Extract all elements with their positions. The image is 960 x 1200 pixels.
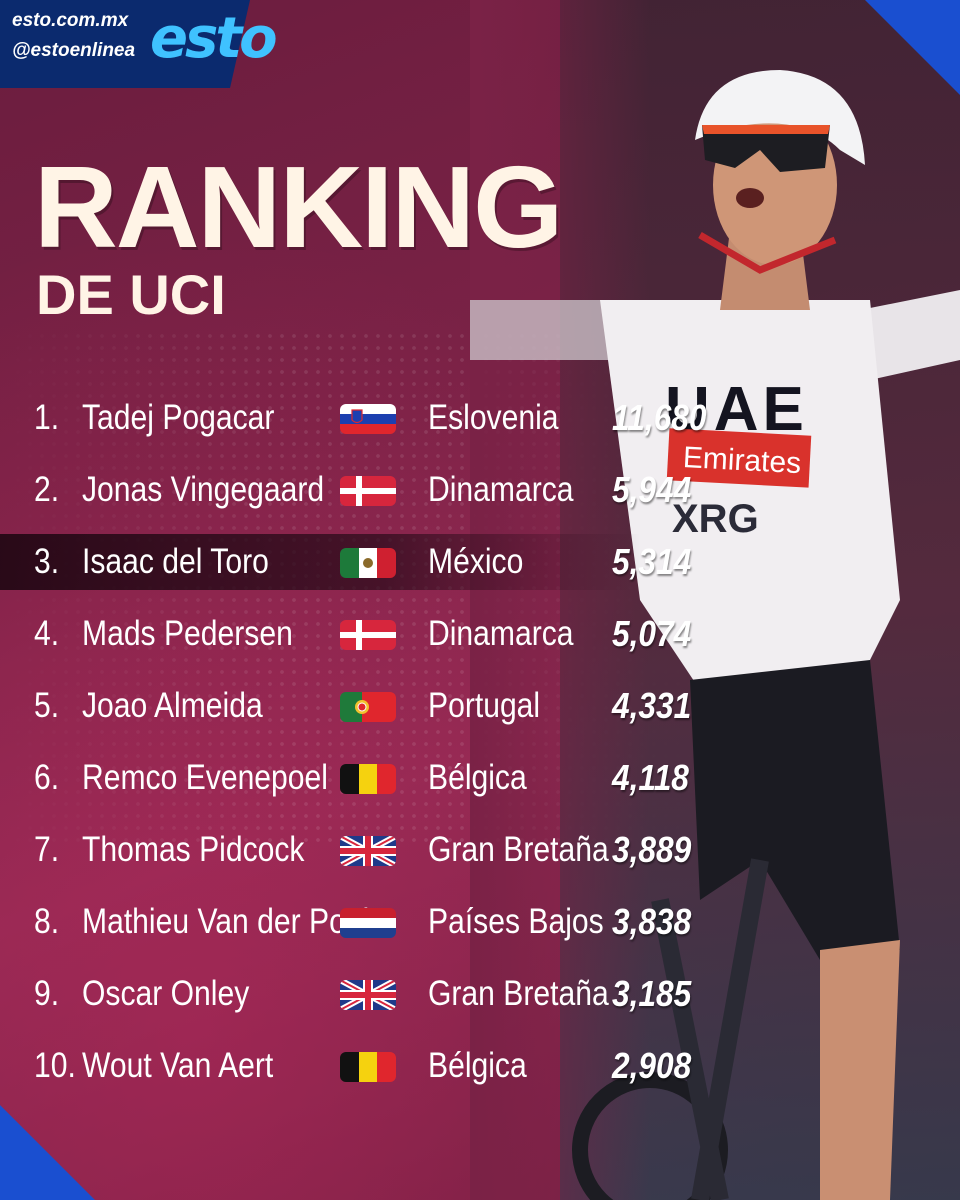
ranking-row: 8. Mathieu Van der Poel Países Bajos 3,8… <box>0 886 960 958</box>
rider-points: 3,838 <box>612 901 692 942</box>
rider-points: 11,680 <box>612 397 707 438</box>
uk-flag-icon <box>340 836 396 866</box>
mexico-flag-icon <box>340 548 396 578</box>
portugal-flag-icon <box>340 692 396 722</box>
slovenia-flag-icon <box>340 404 396 434</box>
rider-points: 3,185 <box>612 973 692 1014</box>
rider-name: Thomas Pidcock <box>82 830 305 869</box>
rider-country: México <box>428 542 524 581</box>
brand-handle[interactable]: @estoenlinea <box>12 40 136 61</box>
denmark-flag-icon <box>340 476 396 506</box>
jersey-sub-text: XRG <box>672 497 759 541</box>
ranking-row: 9. Oscar Onley Gran Bretaña 3,185 <box>0 958 960 1030</box>
rider-country: Portugal <box>428 686 541 725</box>
rider-name: Joao Almeida <box>82 686 263 725</box>
ranking-row: 4. Mads Pedersen Dinamarca 5,074 <box>0 598 960 670</box>
page-title: RANKING <box>34 142 563 272</box>
rider-name: Tadej Pogacar <box>82 398 275 437</box>
netherlands-flag-icon <box>340 908 396 938</box>
rider-points: 5,944 <box>612 469 692 510</box>
rider-name: Isaac del Toro <box>82 542 269 581</box>
rider-name: Mathieu Van der Poel <box>82 902 370 941</box>
ranking-row-highlighted: 3. Isaac del Toro México 5,314 <box>0 526 960 598</box>
brand-url[interactable]: esto.com.mx <box>12 10 129 31</box>
page-subtitle: DE UCI <box>36 263 226 326</box>
jersey-sponsor-text: Emirates <box>682 441 802 480</box>
rank-number: 9. <box>34 974 60 1013</box>
rider-points: 5,314 <box>612 541 692 582</box>
rank-number: 1. <box>34 398 60 437</box>
corner-accent-bottom <box>0 1105 95 1200</box>
rank-number: 7. <box>34 830 60 869</box>
rider-name: Oscar Onley <box>82 974 250 1013</box>
rider-name: Remco Evenepoel <box>82 758 328 797</box>
rider-country: Gran Bretaña <box>428 974 609 1013</box>
rank-number: 5. <box>34 686 60 725</box>
ranking-row: 5. Joao Almeida Portugal 4,331 <box>0 670 960 742</box>
rider-country: Países Bajos <box>428 902 604 941</box>
rank-number: 2. <box>34 470 60 509</box>
rider-country: Dinamarca <box>428 470 574 509</box>
rider-country: Eslovenia <box>428 398 559 437</box>
brand-banner <box>0 0 250 88</box>
ranking-row: 1. Tadej Pogacar Eslovenia 11,680 <box>0 382 960 454</box>
rider-points: 4,331 <box>612 685 692 726</box>
uk-flag-icon <box>340 980 396 1010</box>
rank-number: 3. <box>34 542 60 581</box>
ranking-row: 6. Remco Evenepoel Bélgica 4,118 <box>0 742 960 814</box>
belgium-flag-icon <box>340 1052 396 1082</box>
rider-country: Bélgica <box>428 758 527 797</box>
rider-points: 2,908 <box>612 1045 692 1086</box>
rider-points: 4,118 <box>612 757 689 798</box>
rank-number: 4. <box>34 614 60 653</box>
rank-number: 8. <box>34 902 60 941</box>
corner-accent-top <box>865 0 960 95</box>
ranking-row: 2. Jonas Vingegaard Dinamarca 5,944 <box>0 454 960 526</box>
brand-logo: esto <box>150 6 278 71</box>
ranking-row: 10. Wout Van Aert Bélgica 2,908 <box>0 1030 960 1102</box>
rider-points: 5,074 <box>612 613 692 654</box>
rider-name: Wout Van Aert <box>82 1046 274 1085</box>
rank-number: 10. <box>34 1046 76 1085</box>
rider-name: Jonas Vingegaard <box>82 470 325 509</box>
rider-country: Gran Bretaña <box>428 830 609 869</box>
rider-name: Mads Pedersen <box>82 614 293 653</box>
ranking-row: 7. Thomas Pidcock Gran Bretaña 3,889 <box>0 814 960 886</box>
rider-country: Dinamarca <box>428 614 574 653</box>
belgium-flag-icon <box>340 764 396 794</box>
rider-points: 3,889 <box>612 829 692 870</box>
rider-country: Bélgica <box>428 1046 527 1085</box>
denmark-flag-icon <box>340 620 396 650</box>
rank-number: 6. <box>34 758 60 797</box>
highlighted-row-band <box>0 534 640 590</box>
